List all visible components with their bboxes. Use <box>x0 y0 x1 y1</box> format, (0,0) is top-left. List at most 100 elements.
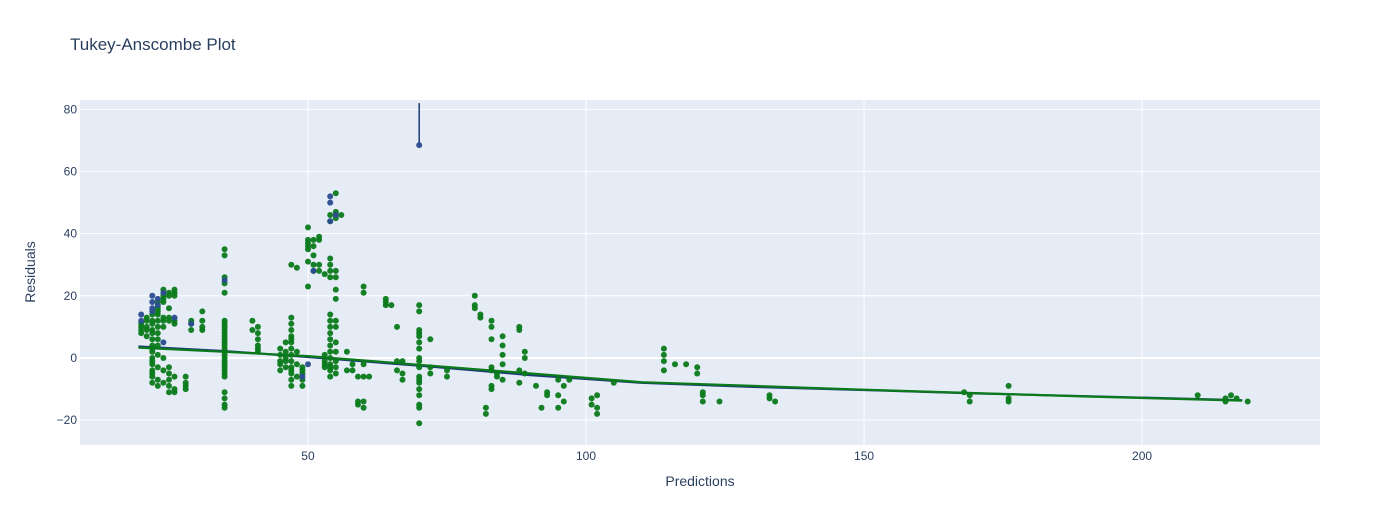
data-point <box>288 327 295 333</box>
data-point <box>332 364 339 371</box>
data-point <box>288 367 295 374</box>
x-tick-label: 150 <box>854 449 874 463</box>
data-point <box>332 295 339 302</box>
data-point <box>521 348 528 355</box>
data-point <box>288 345 295 352</box>
data-point <box>394 323 400 330</box>
data-point <box>149 336 156 343</box>
data-point <box>488 367 495 374</box>
data-point <box>516 367 523 374</box>
data-point <box>332 348 339 355</box>
data-point <box>332 358 339 365</box>
data-point <box>1005 382 1012 389</box>
data-point <box>360 283 367 290</box>
data-point <box>154 302 161 309</box>
data-point <box>416 376 423 383</box>
data-point <box>488 386 495 393</box>
data-point <box>282 364 289 371</box>
data-point <box>160 339 167 346</box>
data-point <box>416 142 423 149</box>
data-point <box>154 323 161 330</box>
data-point <box>149 317 156 324</box>
data-point <box>154 295 161 302</box>
data-point <box>610 379 617 386</box>
y-tick-label: −20 <box>57 413 78 427</box>
x-tick-label: 200 <box>1132 449 1152 463</box>
data-point <box>249 327 256 333</box>
data-point <box>660 345 667 352</box>
data-point <box>388 302 395 309</box>
data-point <box>471 292 478 299</box>
data-point <box>555 392 562 399</box>
data-point <box>299 373 306 380</box>
data-point <box>199 327 206 333</box>
data-point <box>1233 395 1240 402</box>
data-point <box>560 398 567 405</box>
data-point <box>332 267 339 274</box>
data-point <box>966 392 973 399</box>
data-point <box>416 420 423 427</box>
data-point <box>327 199 334 206</box>
data-point <box>327 193 334 200</box>
data-point <box>188 320 195 327</box>
data-point <box>293 373 300 380</box>
y-tick-label: 40 <box>64 227 78 241</box>
data-point <box>154 317 161 324</box>
data-point <box>694 364 701 371</box>
data-point <box>149 292 156 299</box>
data-point <box>321 351 328 358</box>
data-point <box>154 351 161 358</box>
data-point <box>188 327 195 333</box>
data-point <box>171 320 178 327</box>
data-point <box>499 333 506 340</box>
data-point <box>327 373 334 380</box>
data-point <box>277 345 284 352</box>
data-point <box>349 361 356 368</box>
data-point <box>299 382 306 389</box>
y-tick-label: 80 <box>64 102 78 116</box>
data-point <box>293 361 300 368</box>
data-point <box>221 252 228 259</box>
data-point <box>327 348 334 355</box>
data-point <box>221 289 228 296</box>
data-point <box>321 364 328 371</box>
data-point <box>154 336 161 343</box>
data-point <box>327 355 334 361</box>
data-point <box>143 327 150 333</box>
data-point <box>1228 392 1234 399</box>
data-point <box>332 339 339 346</box>
data-point <box>149 370 156 377</box>
data-point <box>360 289 367 296</box>
data-point <box>221 395 228 402</box>
data-point <box>149 358 156 365</box>
data-point <box>149 330 156 337</box>
data-point <box>305 224 311 231</box>
data-point <box>716 398 723 405</box>
data-point <box>160 379 167 386</box>
data-point <box>488 317 495 324</box>
data-point <box>416 392 423 399</box>
data-point <box>343 367 350 374</box>
data-point <box>160 295 167 302</box>
data-point <box>160 323 167 330</box>
data-point <box>327 212 334 218</box>
data-point <box>499 361 506 368</box>
data-point <box>171 373 178 380</box>
data-point <box>538 404 545 411</box>
data-point <box>138 317 145 324</box>
data-point <box>288 376 295 383</box>
data-point <box>594 392 601 399</box>
data-point <box>166 389 172 396</box>
data-point <box>310 252 317 259</box>
data-point <box>394 358 400 365</box>
data-point <box>160 355 167 361</box>
data-point <box>310 261 317 268</box>
x-axis-title: Predictions <box>665 473 734 489</box>
data-point <box>305 236 311 243</box>
data-point <box>166 364 172 371</box>
data-point <box>316 261 323 268</box>
data-point <box>360 361 367 368</box>
data-point <box>282 348 289 355</box>
data-point <box>327 218 334 225</box>
